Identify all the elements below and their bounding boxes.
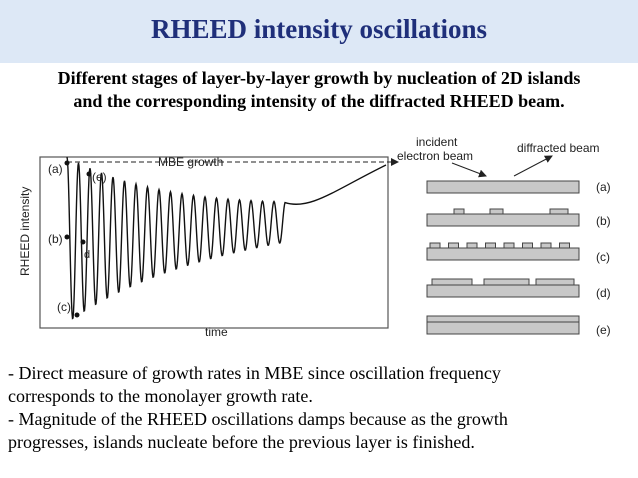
island-b-1 [453,208,465,215]
stage-b-label: (b) [596,214,611,228]
substrate-d [426,284,580,298]
incident-beam-arrow [451,162,487,178]
subtitle: Different stages of layer-by-layer growt… [0,67,638,113]
complete-layer-e [426,315,580,323]
incident-label-line-2: electron beam [397,149,473,163]
island-b-3 [549,208,569,215]
stage-a-label: (a) [596,180,611,194]
substrate-b [426,213,580,227]
bullet-1-line-2: corresponds to the monolayer growth rate… [8,386,313,406]
bullet-1-line-1: - Direct measure of growth rates in MBE … [8,363,501,383]
point-b-label: (b) [48,232,63,246]
island-d-2 [483,278,530,286]
incident-label-line-1: incident [416,135,458,149]
bullet-2-line-2: progresses, islands nucleate before the … [8,432,475,452]
point-a-label: (a) [48,162,63,176]
title-bar: RHEED intensity oscillations [0,0,638,63]
bullet-list: - Direct measure of growth rates in MBE … [8,362,630,454]
island-b-2 [489,208,504,215]
point-e-marker [86,171,92,177]
island-c [429,242,441,249]
stage-c-label: (c) [596,250,610,264]
mbe-growth-label: MBE growth [158,155,223,169]
subtitle-line-1: Different stages of layer-by-layer growt… [57,68,581,88]
island-c [559,242,570,249]
island-d-3 [535,278,575,286]
plot-frame [39,156,389,329]
substrate-a [426,180,580,194]
growth-schematic: incident electron beam diffracted beam (… [397,135,611,337]
point-c-marker [74,312,80,318]
diffracted-label: diffracted beam [517,141,600,155]
island-c [540,242,552,249]
diffracted-beam-arrow [513,155,553,177]
stage-d-label: (d) [596,286,611,300]
x-axis-label: time [205,325,228,339]
island-d-1 [431,278,473,286]
point-d-label: d [84,249,90,261]
stage-e-label: (e) [596,323,611,337]
intensity-plot: RHEED intensity time MBE growth (a) (b) … [18,155,399,339]
rheed-figure: RHEED intensity time MBE growth (a) (b) … [18,135,611,339]
island-c [448,242,459,249]
point-d-marker [80,239,86,245]
rheed-oscillation-curve [66,156,387,320]
point-b-marker [64,234,70,240]
islands-c [429,242,570,249]
substrate-c [426,247,580,261]
island-c [485,242,496,249]
bullet-2-line-1: - Magnitude of the RHEED oscillations da… [8,409,508,429]
island-c [522,242,533,249]
point-c-label: (c) [57,300,71,314]
subtitle-line-2: and the corresponding intensity of the d… [73,91,565,111]
point-a-marker [64,160,70,166]
island-c [466,242,478,249]
island-c [503,242,515,249]
y-axis-label: RHEED intensity [18,187,32,276]
slide-title: RHEED intensity oscillations [150,14,488,44]
point-e-label: (e) [92,170,107,184]
substrate-e [426,321,580,335]
